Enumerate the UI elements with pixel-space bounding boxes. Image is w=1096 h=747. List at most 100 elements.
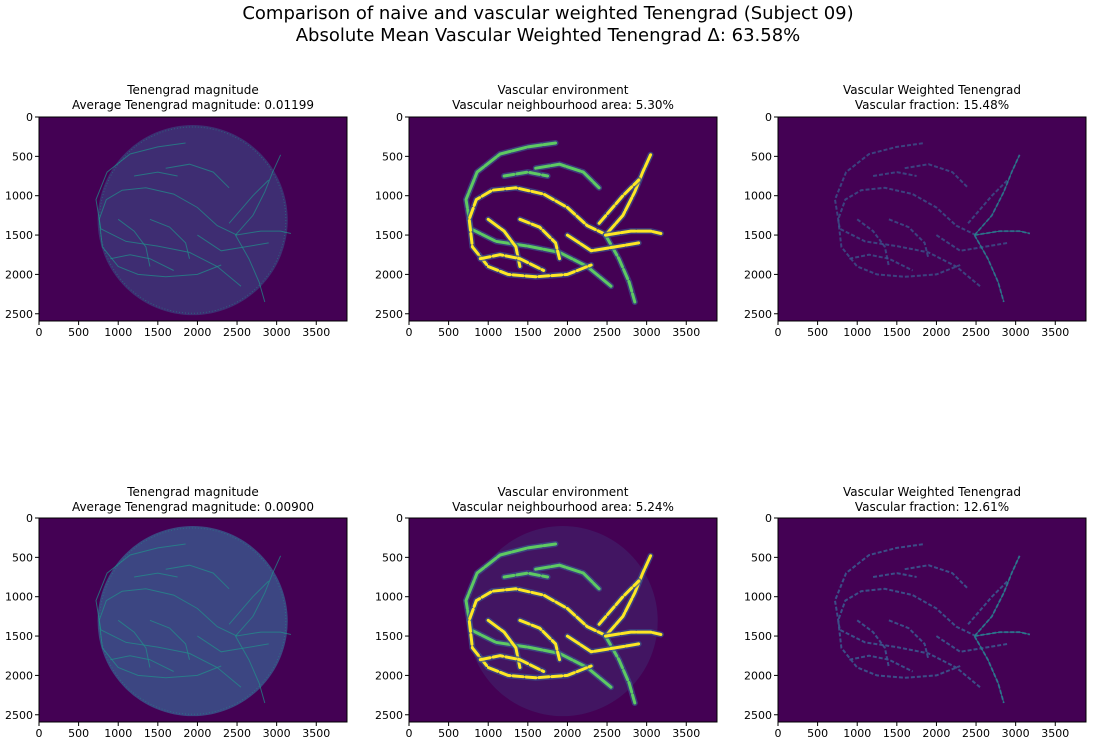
- vessel-segment: [604, 630, 663, 638]
- y-tick-label: 2500: [744, 308, 772, 321]
- x-tick-label: 3000: [633, 727, 661, 740]
- figure-title-line-1: Comparison of naive and vascular weighte…: [242, 3, 854, 24]
- vessel-trace: [235, 631, 292, 637]
- weighted-vessel-bright: [974, 230, 1031, 236]
- x-tick-label: 500: [68, 326, 89, 339]
- vessel-trace: [165, 564, 230, 590]
- vessel-segment: [604, 554, 653, 638]
- weighted-vessel: [935, 234, 1008, 252]
- x-tick-label: 1000: [474, 326, 502, 339]
- x-tick-label: 1000: [104, 326, 132, 339]
- panel-subtitle: Vascular fraction: 15.48%: [854, 98, 1010, 112]
- x-tick-label: 2500: [223, 727, 251, 740]
- weighted-vessel: [872, 572, 917, 578]
- weighted-vessel: [888, 619, 930, 660]
- vessel-segment: [467, 186, 609, 279]
- y-tick-label: 1000: [744, 591, 772, 604]
- y-tick-label: 1000: [744, 190, 772, 203]
- weighted-vessel: [888, 218, 930, 259]
- x-tick-label: 2000: [922, 727, 950, 740]
- y-tick-label: 0: [765, 512, 772, 525]
- weighted-vessel: [935, 635, 1008, 653]
- heatmap-image: [778, 117, 1086, 321]
- y-tick-label: 2000: [744, 268, 772, 281]
- heatmap-background: [778, 117, 1086, 321]
- weighted-vessel: [967, 179, 1009, 224]
- heatmap-image: [778, 518, 1086, 722]
- vessel-trace: [134, 171, 178, 177]
- x-tick-label: 1000: [843, 326, 871, 339]
- vessel-trace: [165, 163, 230, 189]
- vessel-segment: [518, 217, 561, 261]
- heatmap-background: [778, 518, 1086, 722]
- vessel-trace: [149, 619, 190, 660]
- x-tick-label: 1500: [144, 326, 172, 339]
- y-tick-label: 1500: [5, 630, 33, 643]
- y-tick-label: 0: [26, 111, 33, 124]
- x-tick-label: 3500: [302, 727, 330, 740]
- y-tick-label: 2000: [5, 268, 33, 281]
- vessel-trace: [98, 588, 238, 679]
- x-tick-label: 1500: [514, 727, 542, 740]
- vessel-trace: [110, 655, 174, 672]
- x-tick-label: 2000: [922, 326, 950, 339]
- vessel-segment: [502, 571, 550, 579]
- weighted-vessel-bright: [974, 631, 1031, 637]
- vessel-segment: [518, 618, 561, 662]
- y-tick-label: 2500: [744, 709, 772, 722]
- x-tick-label: 0: [406, 727, 413, 740]
- x-tick-label: 500: [438, 727, 459, 740]
- vessel-segment: [467, 587, 609, 680]
- panel-subtitle: Average Tenengrad magnitude: 0.01199: [71, 98, 315, 112]
- y-tick-label: 500: [382, 551, 403, 564]
- x-tick-label: 2000: [183, 326, 211, 339]
- panel-title: Vascular environment: [497, 485, 629, 499]
- x-tick-label: 2500: [223, 326, 251, 339]
- vessel-segment: [478, 253, 546, 272]
- y-tick-label: 0: [396, 512, 403, 525]
- y-tick-label: 0: [26, 512, 33, 525]
- weighted-vessel: [856, 619, 890, 668]
- vessel-trace: [98, 187, 238, 278]
- axes-frame: [408, 517, 718, 723]
- y-tick-label: 1500: [744, 229, 772, 242]
- y-tick-label: 2000: [375, 268, 403, 281]
- x-tick-label: 3500: [1041, 727, 1069, 740]
- panel-subtitle: Vascular neighbourhood area: 5.24%: [452, 500, 674, 514]
- y-tick-label: 1000: [5, 190, 33, 203]
- fundus-disc: [97, 526, 288, 717]
- weighted-vessel-bright: [974, 234, 1005, 303]
- weighted-vessel: [833, 543, 981, 688]
- panel-subtitle: Vascular neighbourhood area: 5.30%: [452, 98, 674, 112]
- x-tick-label: 2500: [962, 326, 990, 339]
- x-tick-label: 0: [775, 727, 782, 740]
- y-tick-label: 2000: [744, 669, 772, 682]
- y-tick-label: 1000: [375, 591, 403, 604]
- y-tick-label: 1500: [744, 630, 772, 643]
- y-tick-label: 2000: [5, 669, 33, 682]
- y-tick-label: 2500: [375, 709, 403, 722]
- x-tick-label: 2000: [183, 727, 211, 740]
- x-tick-label: 0: [36, 326, 43, 339]
- axes-frame: [408, 116, 718, 322]
- x-tick-label: 1500: [144, 727, 172, 740]
- weighted-vessel: [837, 587, 977, 679]
- panel-subtitle: Vascular fraction: 12.61%: [854, 500, 1010, 514]
- x-tick-label: 500: [438, 326, 459, 339]
- y-tick-label: 0: [396, 111, 403, 124]
- x-tick-label: 2500: [593, 326, 621, 339]
- weighted-vessel: [837, 186, 977, 278]
- vessel-trace: [235, 230, 292, 236]
- vessel-trace: [134, 572, 178, 578]
- vessel-trace: [235, 154, 282, 236]
- y-tick-label: 1000: [5, 591, 33, 604]
- x-tick-label: 3000: [1002, 727, 1030, 740]
- axes-frame: [38, 517, 348, 723]
- x-tick-label: 3000: [1002, 326, 1030, 339]
- axes-frame: [38, 116, 348, 322]
- weighted-vessel: [967, 580, 1009, 625]
- vessel-segment: [604, 229, 663, 237]
